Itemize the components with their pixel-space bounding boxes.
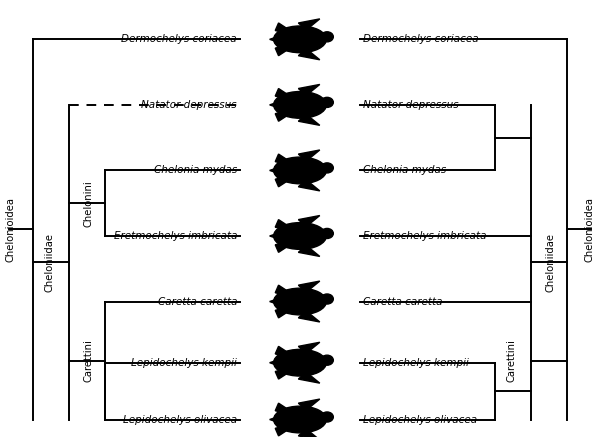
Polygon shape bbox=[275, 220, 290, 230]
Polygon shape bbox=[275, 45, 290, 55]
Text: Natator depressus: Natator depressus bbox=[363, 100, 458, 110]
Polygon shape bbox=[275, 242, 290, 252]
Ellipse shape bbox=[321, 355, 334, 365]
Polygon shape bbox=[275, 23, 290, 34]
Text: Chelonioidea: Chelonioidea bbox=[6, 197, 16, 262]
Text: Dermochelys coriacea: Dermochelys coriacea bbox=[121, 35, 237, 44]
Text: Lepidochelys olivacea: Lepidochelys olivacea bbox=[123, 415, 237, 424]
Ellipse shape bbox=[321, 229, 334, 239]
Text: Carettini: Carettini bbox=[84, 339, 94, 382]
Text: Chelonioidea: Chelonioidea bbox=[584, 197, 594, 262]
Polygon shape bbox=[298, 374, 320, 383]
Polygon shape bbox=[275, 154, 290, 165]
Text: Caretta caretta: Caretta caretta bbox=[157, 297, 237, 306]
Polygon shape bbox=[275, 368, 290, 379]
Polygon shape bbox=[275, 347, 290, 357]
Polygon shape bbox=[298, 84, 320, 94]
Polygon shape bbox=[269, 418, 275, 421]
Ellipse shape bbox=[274, 222, 326, 250]
Polygon shape bbox=[275, 403, 290, 414]
Text: Eretmochelys imbricata: Eretmochelys imbricata bbox=[113, 231, 237, 241]
Ellipse shape bbox=[321, 97, 334, 108]
Text: Carettini: Carettini bbox=[506, 339, 516, 382]
Polygon shape bbox=[298, 430, 320, 437]
Polygon shape bbox=[298, 247, 320, 257]
Polygon shape bbox=[298, 215, 320, 225]
Polygon shape bbox=[269, 38, 275, 41]
Text: Lepidochelys kempii: Lepidochelys kempii bbox=[131, 358, 237, 368]
Polygon shape bbox=[298, 19, 320, 28]
Polygon shape bbox=[298, 399, 320, 409]
Ellipse shape bbox=[274, 406, 326, 433]
Text: Lepidochelys kempii: Lepidochelys kempii bbox=[363, 358, 469, 368]
Ellipse shape bbox=[321, 32, 334, 42]
Ellipse shape bbox=[274, 349, 326, 376]
Text: Caretta caretta: Caretta caretta bbox=[363, 297, 443, 306]
Text: Chelonia mydas: Chelonia mydas bbox=[363, 166, 446, 175]
Polygon shape bbox=[269, 103, 275, 107]
Polygon shape bbox=[275, 307, 290, 318]
Polygon shape bbox=[298, 150, 320, 160]
Text: Chelonia mydas: Chelonia mydas bbox=[154, 166, 237, 175]
Polygon shape bbox=[269, 361, 275, 364]
Polygon shape bbox=[275, 285, 290, 296]
Polygon shape bbox=[298, 281, 320, 291]
Polygon shape bbox=[275, 89, 290, 99]
Polygon shape bbox=[269, 300, 275, 303]
Ellipse shape bbox=[321, 294, 334, 304]
Polygon shape bbox=[269, 234, 275, 238]
Text: Natator depressus: Natator depressus bbox=[142, 100, 237, 110]
Text: Cheloniidae: Cheloniidae bbox=[545, 232, 555, 292]
Text: Cheloniidae: Cheloniidae bbox=[45, 232, 55, 292]
Ellipse shape bbox=[274, 26, 326, 53]
Ellipse shape bbox=[321, 412, 334, 422]
Text: Eretmochelys imbricata: Eretmochelys imbricata bbox=[363, 231, 487, 241]
Text: Lepidochelys olivacea: Lepidochelys olivacea bbox=[363, 415, 477, 424]
Polygon shape bbox=[275, 176, 290, 187]
Text: Dermochelys coriacea: Dermochelys coriacea bbox=[363, 35, 479, 44]
Ellipse shape bbox=[274, 288, 326, 315]
Polygon shape bbox=[275, 111, 290, 121]
Ellipse shape bbox=[321, 163, 334, 173]
Text: Chelonini: Chelonini bbox=[84, 180, 94, 226]
Polygon shape bbox=[298, 181, 320, 191]
Polygon shape bbox=[269, 169, 275, 172]
Polygon shape bbox=[298, 342, 320, 352]
Ellipse shape bbox=[274, 157, 326, 184]
Polygon shape bbox=[298, 50, 320, 60]
Polygon shape bbox=[275, 425, 290, 436]
Polygon shape bbox=[298, 116, 320, 125]
Polygon shape bbox=[298, 312, 320, 322]
Ellipse shape bbox=[274, 91, 326, 118]
